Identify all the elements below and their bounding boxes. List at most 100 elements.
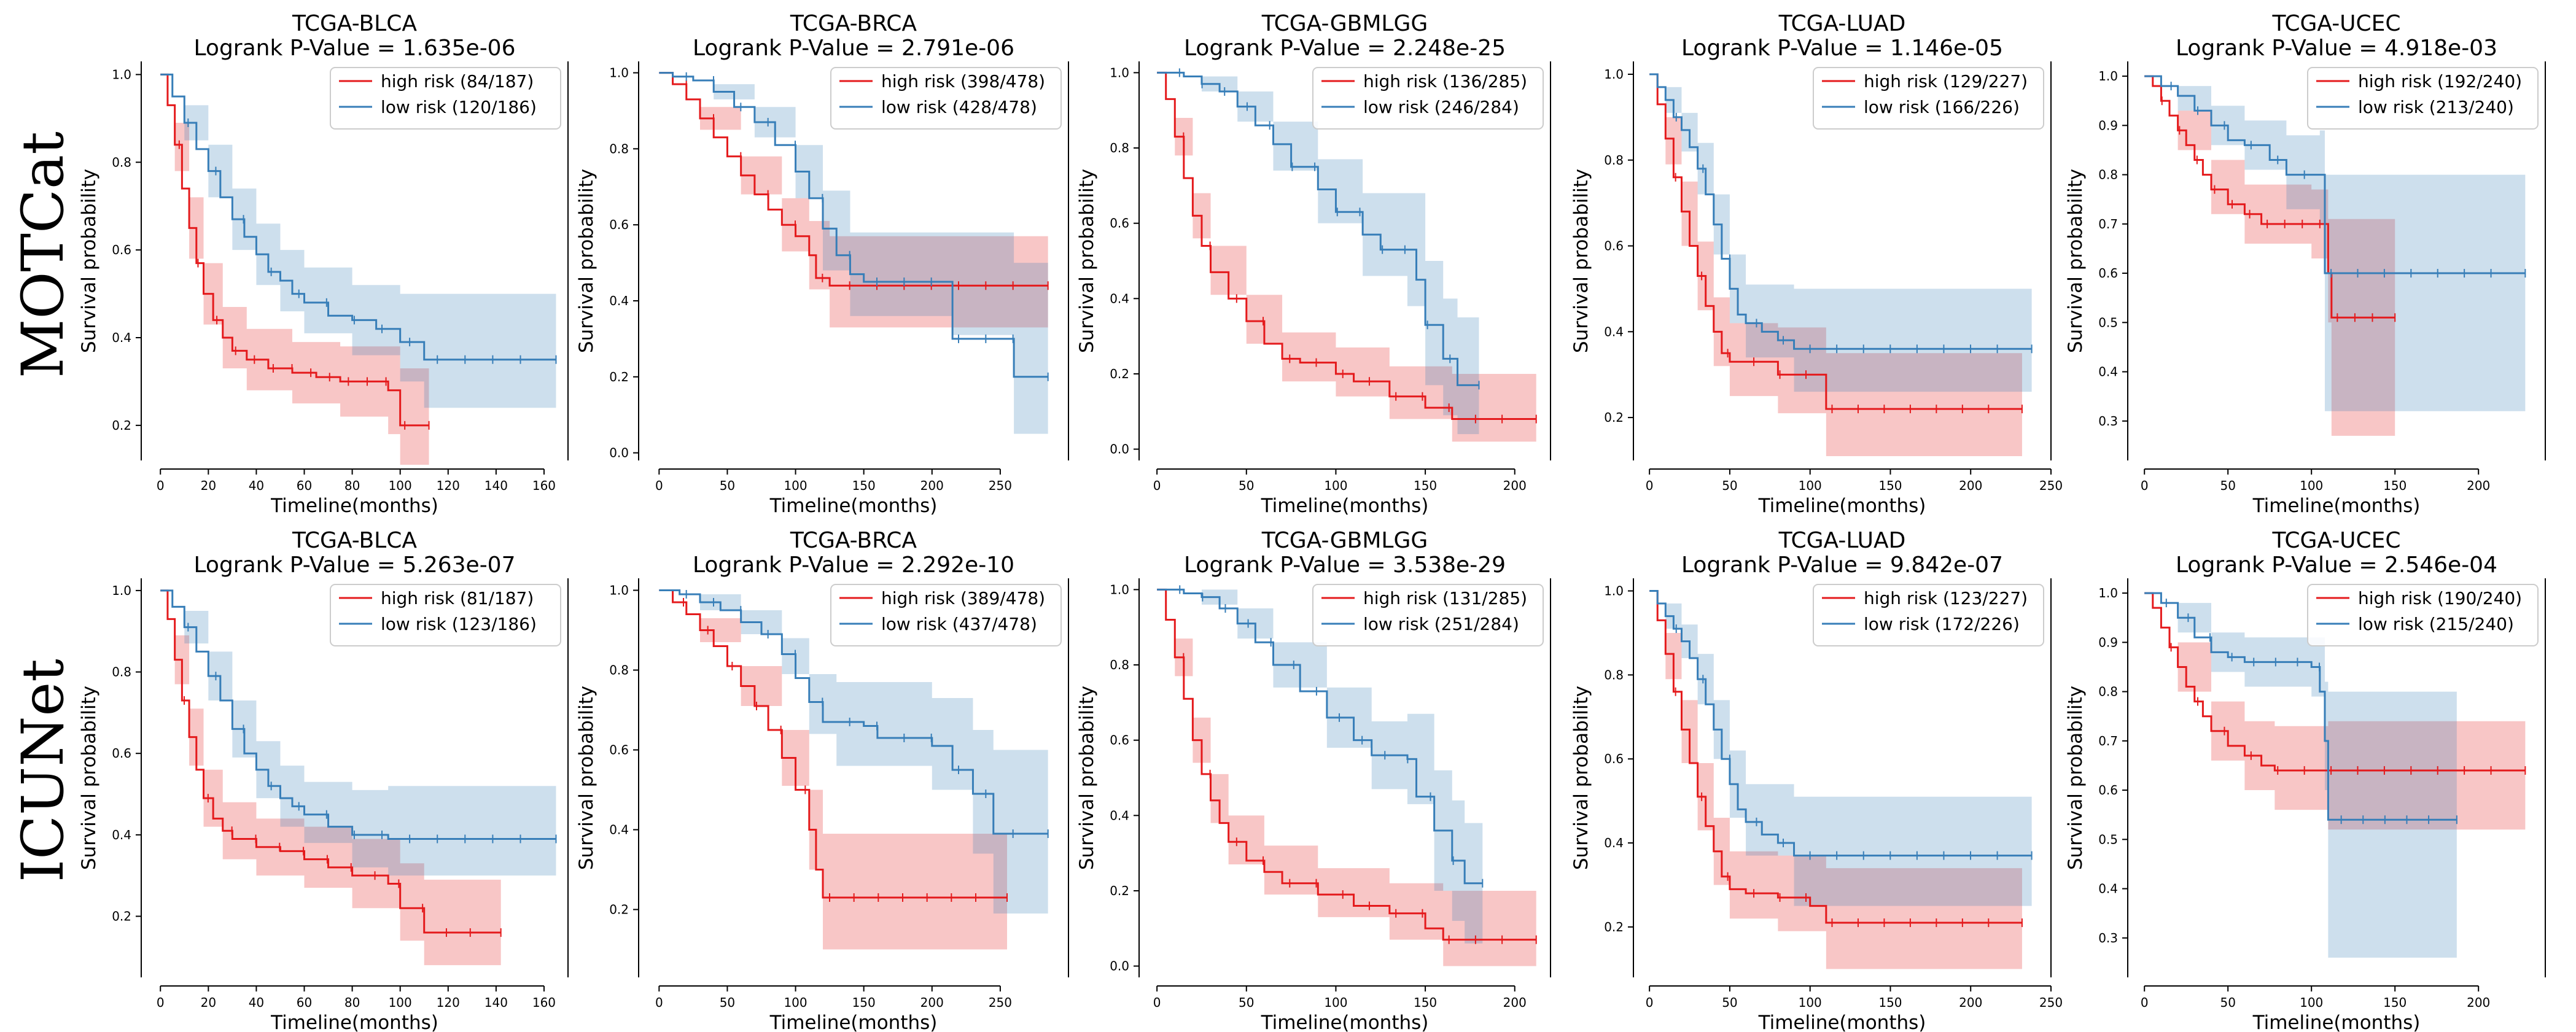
legend-label: high risk (389/478) (881, 588, 1045, 608)
survival-line (1649, 590, 2022, 924)
x-tick-label: 100 (2300, 995, 2323, 1010)
x-tick-label: 250 (2039, 995, 2063, 1010)
survival-line (1649, 73, 2032, 350)
legend-label: high risk (84/187) (381, 71, 534, 91)
y-tick-label: 0.3 (2098, 414, 2118, 429)
y-axis-label: Survival probability (575, 169, 597, 353)
x-tick-label: 0 (1646, 995, 1654, 1010)
y-tick-label: 0.6 (112, 242, 131, 257)
x-tick-label: 200 (1959, 478, 1982, 493)
x-axis-label: Timeline(months) (1758, 1012, 1926, 1032)
panel-title: TCGA-BLCA (292, 528, 417, 553)
x-tick-label: 50 (1722, 478, 1737, 493)
legend-box (2307, 584, 2539, 646)
y-tick-label: 0.4 (112, 330, 131, 345)
panel-title: TCGA-UCEC (2271, 528, 2400, 553)
panel-subtitle: Logrank P-Value = 2.791e-06 (693, 36, 1014, 61)
y-tick-label: 1.0 (1110, 65, 1129, 80)
survival-line (1649, 73, 2022, 410)
x-tick-label: 50 (720, 995, 735, 1010)
y-tick-label: 0.3 (2098, 931, 2118, 945)
confidence-band (160, 74, 556, 408)
x-tick-label: 20 (201, 995, 216, 1010)
legend-label: low risk (437/478) (881, 614, 1037, 634)
y-tick-label: 0.8 (609, 141, 629, 156)
x-tick-label: 80 (344, 478, 360, 493)
x-axis-label: Timeline(months) (270, 495, 438, 517)
y-tick-label: 0.4 (2098, 882, 2118, 896)
confidence-band (1157, 72, 1479, 435)
survival-line (659, 589, 1048, 835)
x-tick-label: 0 (655, 478, 663, 493)
legend-box (830, 67, 1062, 130)
legend-box (1312, 67, 1544, 130)
x-tick-label: 120 (437, 478, 460, 493)
x-tick-label: 200 (1503, 995, 1527, 1010)
panel-title: TCGA-UCEC (2271, 11, 2400, 36)
x-axis-label: Timeline(months) (1261, 1012, 1429, 1032)
x-tick-label: 0 (1153, 478, 1161, 493)
panel-title: TCGA-LUAD (1778, 11, 1906, 36)
x-tick-label: 50 (2220, 995, 2235, 1010)
x-tick-label: 0 (2141, 478, 2149, 493)
y-tick-label: 0.0 (1110, 442, 1129, 457)
x-tick-label: 80 (344, 995, 360, 1010)
survival-line (2144, 75, 2526, 274)
x-tick-label: 0 (2141, 995, 2149, 1010)
y-tick-label: 0.2 (1110, 367, 1129, 381)
y-tick-label: 0.4 (2098, 365, 2118, 379)
confidence-band (160, 590, 556, 876)
panel-subtitle: Logrank P-Value = 4.918e-03 (2176, 36, 2497, 61)
x-tick-label: 0 (655, 995, 663, 1010)
y-tick-label: 0.6 (1604, 239, 1624, 254)
x-tick-label: 100 (389, 478, 412, 493)
y-tick-label: 0.9 (2098, 118, 2118, 133)
y-tick-label: 0.0 (609, 446, 629, 460)
panel-title: TCGA-LUAD (1778, 528, 1906, 553)
confidence-band (2144, 593, 2457, 958)
y-axis-label: Survival probability (2064, 686, 2087, 870)
confidence-band (659, 590, 1007, 950)
x-tick-label: 200 (1959, 995, 1982, 1010)
x-tick-label: 200 (2467, 995, 2490, 1010)
confidence-band (659, 72, 1048, 339)
x-tick-label: 0 (157, 478, 165, 493)
confidence-band (1649, 74, 2022, 457)
y-tick-label: 0.8 (1110, 141, 1129, 155)
survival-line (1649, 590, 2032, 857)
survival-line (2144, 75, 2395, 319)
y-axis-label: Survival probability (78, 686, 100, 870)
y-tick-label: 0.4 (1110, 291, 1129, 306)
y-tick-label: 1.0 (609, 66, 629, 80)
x-axis-label: Timeline(months) (1261, 495, 1429, 517)
legend-label: high risk (123/227) (1864, 588, 2028, 608)
panel-subtitle: Logrank P-Value = 2.292e-10 (693, 553, 1014, 578)
x-tick-label: 250 (2039, 478, 2063, 493)
y-tick-label: 0.6 (1604, 751, 1624, 766)
x-axis-label: Timeline(months) (2252, 1012, 2421, 1032)
x-tick-label: 160 (532, 995, 556, 1010)
x-axis-label: Timeline(months) (769, 1012, 938, 1032)
x-tick-label: 60 (297, 478, 312, 493)
legend-box (1813, 584, 2044, 646)
legend-box (330, 67, 561, 130)
y-tick-label: 1.0 (1110, 582, 1129, 597)
y-tick-label: 1.0 (112, 583, 131, 598)
confidence-band (1157, 589, 1483, 944)
confidence-band (2144, 76, 2526, 411)
y-tick-label: 0.7 (2098, 217, 2118, 231)
panel-subtitle: Logrank P-Value = 1.635e-06 (194, 36, 516, 61)
legend-label: high risk (136/285) (1363, 71, 1527, 91)
x-tick-label: 100 (784, 478, 807, 493)
y-tick-label: 0.8 (1110, 658, 1129, 672)
row-label-motcat: MOTCat (10, 131, 77, 378)
x-tick-label: 200 (920, 995, 944, 1010)
x-tick-label: 100 (389, 995, 412, 1010)
